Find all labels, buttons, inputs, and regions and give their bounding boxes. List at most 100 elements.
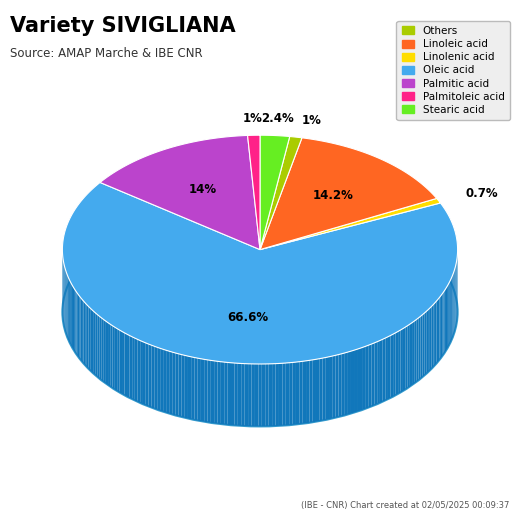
Polygon shape <box>332 355 335 419</box>
Polygon shape <box>238 363 241 426</box>
Polygon shape <box>221 362 224 424</box>
Polygon shape <box>124 333 127 397</box>
Polygon shape <box>345 352 348 415</box>
Polygon shape <box>157 347 160 411</box>
Polygon shape <box>403 327 405 391</box>
Polygon shape <box>306 360 309 423</box>
Polygon shape <box>351 350 354 413</box>
Polygon shape <box>316 359 319 422</box>
Polygon shape <box>448 282 449 347</box>
Polygon shape <box>319 358 322 421</box>
Polygon shape <box>74 289 75 353</box>
Polygon shape <box>313 359 316 422</box>
Polygon shape <box>372 343 374 407</box>
Polygon shape <box>262 364 265 426</box>
Polygon shape <box>300 361 303 424</box>
Polygon shape <box>143 342 146 405</box>
Polygon shape <box>172 352 175 415</box>
Polygon shape <box>94 311 96 375</box>
Polygon shape <box>235 363 238 426</box>
Polygon shape <box>282 363 286 426</box>
Polygon shape <box>363 346 366 410</box>
Polygon shape <box>252 364 255 426</box>
Polygon shape <box>439 296 441 360</box>
Polygon shape <box>90 308 92 372</box>
Polygon shape <box>96 313 98 377</box>
Polygon shape <box>71 283 72 347</box>
Polygon shape <box>115 327 117 391</box>
Polygon shape <box>433 303 435 367</box>
Polygon shape <box>207 360 211 423</box>
Polygon shape <box>445 288 446 353</box>
Polygon shape <box>426 310 428 374</box>
Polygon shape <box>102 318 104 382</box>
Polygon shape <box>149 344 151 408</box>
Polygon shape <box>154 346 157 410</box>
Polygon shape <box>185 355 188 419</box>
Polygon shape <box>453 271 454 335</box>
Polygon shape <box>272 363 276 426</box>
Polygon shape <box>201 359 204 422</box>
Polygon shape <box>117 329 120 393</box>
Polygon shape <box>217 361 221 424</box>
Polygon shape <box>348 351 351 414</box>
Polygon shape <box>204 359 207 422</box>
Polygon shape <box>441 294 442 358</box>
Polygon shape <box>248 364 252 426</box>
Polygon shape <box>446 287 447 350</box>
Polygon shape <box>127 334 129 398</box>
Polygon shape <box>67 273 68 337</box>
Text: 1%: 1% <box>301 114 321 127</box>
Polygon shape <box>76 292 78 356</box>
Polygon shape <box>335 355 339 418</box>
Polygon shape <box>303 361 306 424</box>
Polygon shape <box>339 354 342 417</box>
Polygon shape <box>377 341 380 404</box>
Polygon shape <box>260 137 302 250</box>
Polygon shape <box>296 362 300 424</box>
Polygon shape <box>66 271 67 335</box>
Polygon shape <box>435 301 436 365</box>
Text: (IBE - CNR) Chart created at 02/05/2025 00:09:37: (IBE - CNR) Chart created at 02/05/2025 … <box>301 501 510 510</box>
Polygon shape <box>396 331 398 395</box>
Polygon shape <box>447 284 448 349</box>
Polygon shape <box>410 322 412 386</box>
Polygon shape <box>84 301 85 366</box>
Polygon shape <box>228 362 231 425</box>
Polygon shape <box>380 339 383 403</box>
Text: Variety SIVIGLIANA: Variety SIVIGLIANA <box>10 16 236 35</box>
Polygon shape <box>75 290 76 355</box>
Polygon shape <box>369 344 372 408</box>
Polygon shape <box>393 333 396 397</box>
Polygon shape <box>442 292 444 356</box>
Polygon shape <box>269 364 272 426</box>
Polygon shape <box>82 300 84 363</box>
Polygon shape <box>81 297 82 362</box>
Polygon shape <box>181 355 185 418</box>
Text: 14%: 14% <box>189 183 217 196</box>
Polygon shape <box>424 311 426 375</box>
Polygon shape <box>108 323 110 387</box>
Polygon shape <box>279 363 282 426</box>
Polygon shape <box>430 306 432 370</box>
Polygon shape <box>454 267 456 331</box>
Polygon shape <box>198 358 201 421</box>
Polygon shape <box>405 326 408 389</box>
Polygon shape <box>104 320 106 384</box>
Polygon shape <box>110 324 112 388</box>
Polygon shape <box>214 361 217 424</box>
Polygon shape <box>169 351 172 414</box>
Polygon shape <box>322 357 326 421</box>
Polygon shape <box>260 199 440 250</box>
Polygon shape <box>88 306 90 371</box>
Polygon shape <box>342 353 345 416</box>
Polygon shape <box>383 338 385 401</box>
Polygon shape <box>112 326 115 389</box>
Polygon shape <box>329 356 332 419</box>
Polygon shape <box>422 313 424 377</box>
Polygon shape <box>452 275 453 339</box>
Polygon shape <box>385 337 388 400</box>
Polygon shape <box>122 331 124 395</box>
Text: 66.6%: 66.6% <box>227 311 268 324</box>
Polygon shape <box>137 340 140 403</box>
